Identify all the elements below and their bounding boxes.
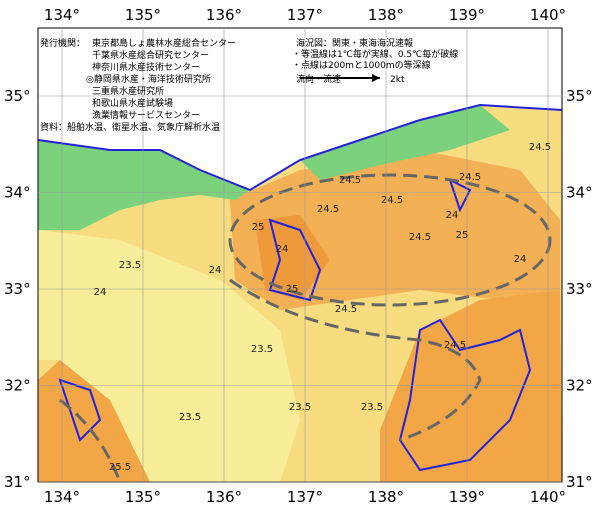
- lon-tick-label: 137°: [287, 488, 323, 506]
- info-text: 千葉県水産総合研究センター: [92, 49, 209, 61]
- lat-tick-label: 33°: [566, 280, 593, 298]
- info-text: 三重県水産研究所: [92, 85, 164, 97]
- lat-tick-label: 35°: [566, 87, 593, 105]
- lon-tick-label: 137°: [287, 6, 323, 24]
- isotherm-label: 24: [514, 254, 527, 265]
- isotherm-label: 24.5: [529, 142, 551, 153]
- lat-tick-label: 34°: [566, 184, 593, 202]
- info-text: ◎静岡県水産・海洋技術研究所: [86, 73, 211, 85]
- current-arrowhead: [372, 74, 380, 82]
- info-text: 発行機関：: [40, 37, 85, 49]
- lon-tick-label: 136°: [206, 488, 242, 506]
- land: [38, 28, 562, 190]
- info-text: 和歌山県水産試験場: [92, 97, 173, 109]
- lon-tick-label: 140°: [530, 6, 566, 24]
- isotherm-label: 24.5: [339, 175, 361, 186]
- info-text: 東京都島しょ農林水産総合センター: [92, 37, 236, 49]
- isotherm-label: 23.5: [289, 402, 311, 413]
- info-text: 海況図：関東・東海海況速報: [296, 37, 413, 49]
- lon-tick-label: 134°: [44, 488, 80, 506]
- lon-tick-label: 135°: [125, 488, 161, 506]
- isotherm-label: 24.5: [409, 232, 431, 243]
- isotherm-label: 24.5: [381, 195, 403, 206]
- legend-text: 流向・流速: [296, 73, 341, 85]
- lat-tick-label: 33°: [4, 280, 31, 298]
- isotherm-label: 24.5: [317, 204, 339, 215]
- isotherm-label: 24: [94, 287, 107, 298]
- isotherm-label: 23.5: [251, 344, 273, 355]
- legend-text: 2kt: [390, 75, 405, 85]
- isotherm-dashed: [228, 173, 552, 307]
- isotherm-label: 23.5: [361, 402, 383, 413]
- warm-water: [38, 360, 150, 482]
- isotherm-label: 24: [276, 244, 289, 255]
- info-text: 漁業情報サービスセンター: [92, 109, 200, 121]
- isotherm-label: 24: [446, 210, 459, 221]
- coastal-water: [38, 140, 250, 230]
- lon-tick-label: 135°: [125, 6, 161, 24]
- isotherm-dashed: [59, 278, 482, 483]
- lat-tick-label: 31°: [566, 473, 593, 491]
- info-text: ・点線は200mと1000mの等深線: [292, 59, 431, 71]
- coastal-water: [300, 105, 510, 180]
- isotherm-label: 24: [209, 265, 222, 276]
- isotherm-label: 24.5: [335, 304, 357, 315]
- isotherm-label: 24.5: [444, 340, 466, 351]
- cool-water: [38, 230, 300, 482]
- lon-tick-label: 138°: [368, 6, 404, 24]
- lat-tick-label: 34°: [4, 184, 31, 202]
- info-text: ・等温線は1℃毎が実線、0.5℃毎が破線: [292, 48, 458, 60]
- isotherm-label: 24.5: [459, 172, 481, 183]
- isotherm: [58, 178, 532, 472]
- isotherm-label: 25: [286, 284, 299, 295]
- lon-tick-label: 140°: [530, 488, 566, 506]
- lon-tick-label: 139°: [449, 488, 485, 506]
- info-text: 資料：船舶水温、衛星水温、気象庁解析水温: [40, 121, 220, 133]
- isotherm-label: 23.5: [119, 260, 141, 271]
- lat-tick-label: 32°: [566, 377, 593, 395]
- isotherm-label: 25: [252, 222, 265, 233]
- isotherm-label: 23.5: [179, 412, 201, 423]
- lon-tick-label: 136°: [206, 6, 242, 24]
- isotherm-label: 25: [456, 230, 469, 241]
- lat-tick-label: 31°: [4, 473, 31, 491]
- lat-tick-label: 35°: [4, 87, 31, 105]
- lon-tick-label: 134°: [44, 6, 80, 24]
- coastline: [37, 103, 563, 192]
- info-text: 神奈川県水産技術センター: [92, 61, 200, 73]
- isotherm-label: 25.5: [109, 462, 131, 473]
- lon-tick-label: 139°: [449, 6, 485, 24]
- lon-tick-label: 138°: [368, 488, 404, 506]
- warm-water: [380, 290, 562, 482]
- lat-tick-label: 32°: [4, 377, 31, 395]
